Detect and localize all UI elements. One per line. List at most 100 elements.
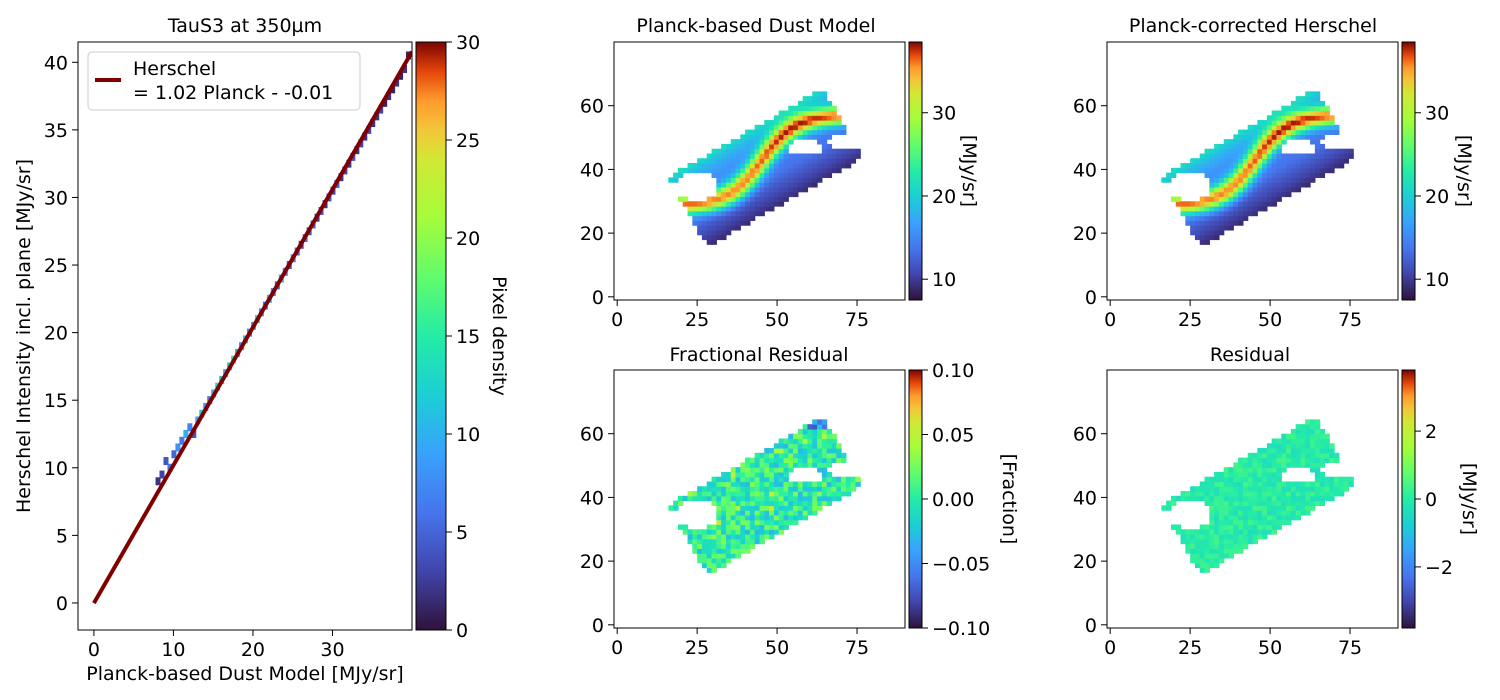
map-cell: [1300, 100, 1306, 107]
map-cell: [817, 438, 823, 444]
map-cell: [1305, 153, 1311, 159]
map-cell: [716, 562, 722, 569]
map-cell: [1238, 514, 1244, 521]
map-cell: [711, 201, 717, 207]
map-cell: [817, 120, 823, 126]
map-cell: [841, 158, 847, 164]
map-cell: [740, 486, 746, 492]
map-cell: [764, 534, 770, 540]
map-cell: [807, 481, 813, 487]
map-cell: [725, 500, 732, 506]
map-cell: [797, 186, 804, 193]
map-cell: [1286, 186, 1292, 193]
map-cell: [788, 139, 794, 145]
map-cell: [1209, 481, 1215, 487]
map-cell: [1214, 524, 1220, 530]
map-cell: [721, 215, 727, 221]
map-cell: [783, 167, 789, 174]
map-cell: [817, 105, 823, 112]
map-cell: [1247, 153, 1254, 159]
map-cell: [1329, 167, 1335, 174]
map-cell: [1190, 529, 1196, 535]
y-tick-label: 20: [580, 551, 604, 573]
map-cell: [1223, 519, 1230, 526]
map-cell: [725, 163, 732, 169]
map-cell: [1300, 462, 1306, 468]
map-cell: [1194, 557, 1201, 564]
map-cell: [759, 471, 765, 478]
map-cell: [793, 115, 799, 121]
map-cell: [831, 120, 837, 126]
map-cell: [749, 486, 756, 492]
y-tick-label: 60: [580, 424, 604, 446]
map-cell: [1233, 543, 1239, 549]
map-cell: [797, 443, 804, 449]
map-cell: [821, 134, 828, 140]
map-cell: [1271, 134, 1278, 140]
map-cell: [1228, 153, 1234, 159]
map-cell: [1295, 186, 1302, 193]
map-cell: [1247, 462, 1254, 468]
map-cell: [1286, 505, 1292, 511]
map-cell: [692, 529, 698, 535]
map-cell: [1262, 206, 1268, 212]
map-cell: [735, 486, 741, 492]
map-cell: [773, 467, 780, 473]
map-cell: [1247, 481, 1254, 487]
map-cell: [764, 134, 770, 140]
map-cell: [759, 495, 765, 502]
map-cell: [817, 163, 823, 169]
map-cell: [821, 471, 828, 478]
map-cell: [754, 182, 761, 188]
map-cell: [1271, 481, 1278, 487]
map-cell: [1209, 519, 1215, 526]
map-cell: [677, 196, 684, 202]
map-cell: [1194, 220, 1201, 226]
map-cell: [1348, 476, 1354, 483]
map-cell: [1286, 163, 1292, 169]
map-cell: [1204, 529, 1210, 535]
map-cell: [1281, 452, 1287, 459]
map-cell: [1281, 500, 1287, 506]
map-cell: [1324, 115, 1330, 121]
map-cell: [735, 153, 741, 159]
map-cell: [1228, 186, 1234, 193]
map-cell: [697, 215, 703, 221]
map-cell: [817, 428, 823, 435]
map-cell: [850, 148, 857, 155]
map-cell: [1218, 524, 1225, 530]
map-cell: [778, 500, 785, 506]
map-cell: [725, 529, 732, 535]
map-cell: [730, 538, 737, 545]
map-cell: [711, 538, 717, 545]
map-cell: [725, 177, 732, 183]
map-cell: [1257, 177, 1263, 183]
map-cell: [778, 514, 785, 521]
map-cell: [821, 452, 828, 459]
map-cell: [1214, 495, 1220, 502]
map-cell: [1185, 206, 1191, 212]
map-cell: [740, 514, 746, 521]
map-cell: [1218, 471, 1225, 478]
density-cell: [155, 477, 161, 486]
map-cell: [1271, 448, 1278, 454]
map-cell: [1286, 120, 1292, 126]
map-cell: [682, 201, 689, 207]
legend-box: [87, 51, 361, 111]
map-cell: [1218, 529, 1225, 535]
map-cell: [1271, 124, 1278, 131]
map-cell: [711, 543, 717, 549]
map-cell: [783, 452, 789, 459]
map-cell: [1233, 462, 1239, 468]
map-cell: [706, 239, 713, 245]
map-cell: [1190, 215, 1196, 221]
map-cell: [826, 115, 833, 121]
map-cell: [821, 438, 828, 444]
map-cell: [1214, 234, 1220, 241]
map-cell: [730, 471, 737, 478]
map-cell: [1281, 486, 1287, 492]
map-cell: [711, 524, 717, 530]
map-cell: [1252, 500, 1258, 506]
map-cell: [1218, 206, 1225, 212]
title-fractional-residual: Fractional Residual: [669, 344, 848, 366]
